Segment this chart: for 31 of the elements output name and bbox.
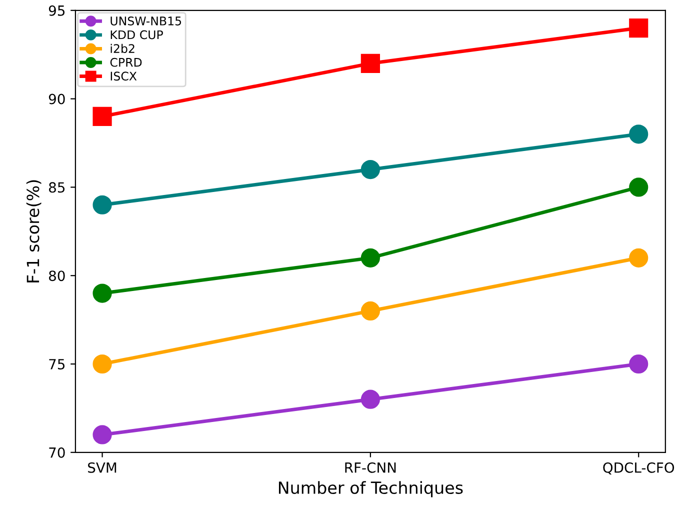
point <box>360 248 380 268</box>
x-axis-title: Number of Techniques <box>278 481 463 498</box>
point <box>629 248 648 268</box>
point <box>360 54 380 73</box>
x-tick-label: SVM <box>88 462 116 473</box>
x-tick-label: RF-CNN <box>345 462 396 473</box>
y-tick-label: 95 <box>48 5 65 16</box>
legend-label: UNSW-NB15 <box>110 16 182 26</box>
point <box>92 354 112 374</box>
point <box>629 178 648 197</box>
point <box>360 390 380 409</box>
y-tick-label: 90 <box>48 94 65 104</box>
point <box>629 18 648 38</box>
point <box>92 284 112 303</box>
point <box>360 301 380 321</box>
legend-label: KDD CUP <box>110 30 163 40</box>
y-axis-title: F-1 score(%) <box>26 180 42 282</box>
point <box>629 354 648 374</box>
point <box>360 160 380 180</box>
point <box>629 124 648 144</box>
y-tick-label: 80 <box>49 270 65 282</box>
y-tick-label: 75 <box>49 359 65 370</box>
point <box>92 425 112 444</box>
x-tick-label: QDCL-CFO <box>603 462 674 474</box>
y-tick-label: 85 <box>49 182 65 193</box>
legend-label: CPRD <box>110 58 142 67</box>
point <box>92 106 112 126</box>
point <box>92 195 112 214</box>
legend-label: i2b2 <box>110 44 134 54</box>
y-tick-label: 70 <box>49 447 65 458</box>
legend-label: ISCX <box>110 72 137 81</box>
